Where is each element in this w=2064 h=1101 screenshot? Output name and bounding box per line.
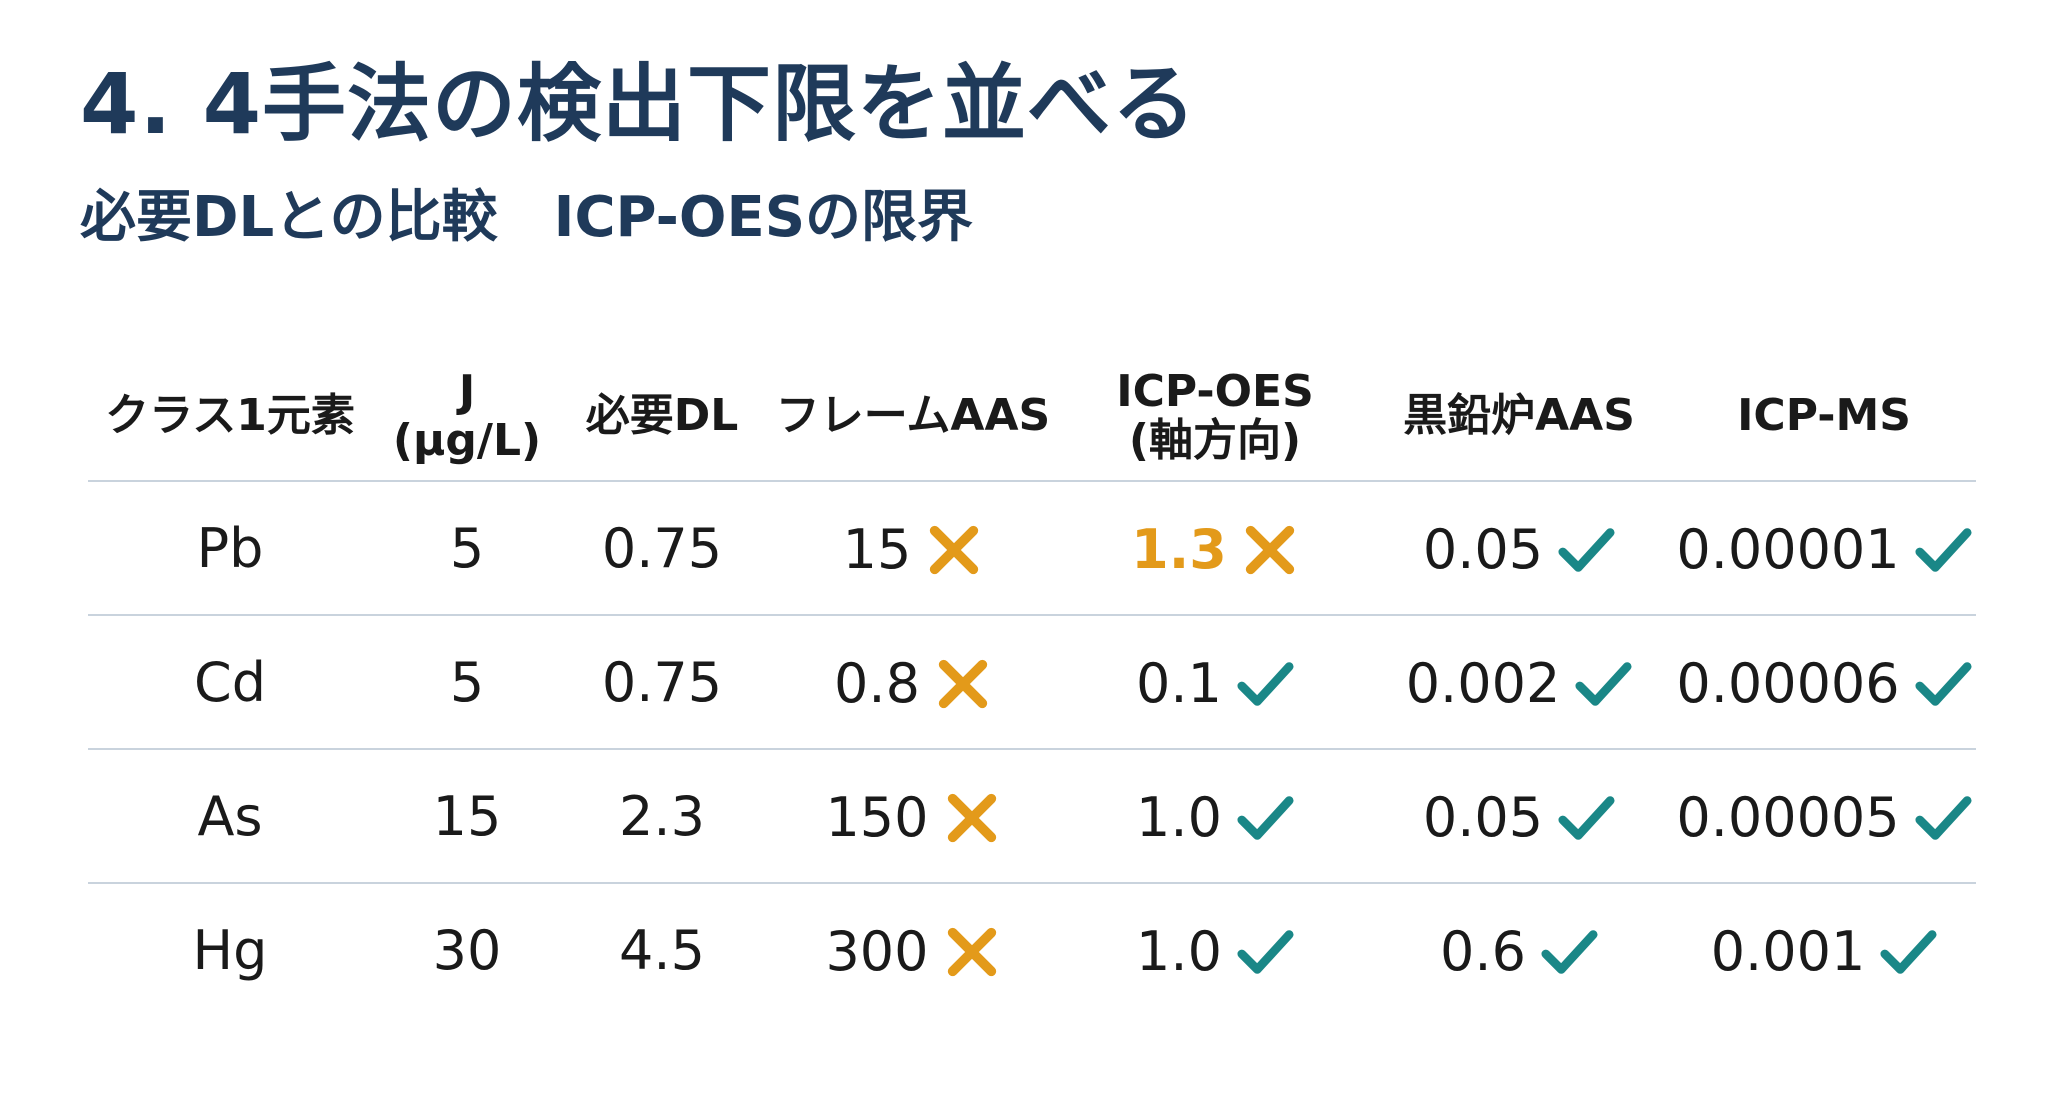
- check-icon: [1574, 655, 1632, 713]
- cell-required-dl: 2.3: [562, 749, 762, 884]
- cell-j: 15: [372, 749, 562, 884]
- header-line: J: [458, 365, 476, 417]
- method-value: 0.00001: [1676, 518, 1900, 582]
- method-value: 0.8: [834, 652, 920, 716]
- cell-method-value: 1.3: [1064, 481, 1366, 616]
- cell-element: Hg: [192, 918, 268, 982]
- cell-method-value: 0.05: [1366, 481, 1672, 616]
- check-icon: [1914, 521, 1972, 579]
- cross-icon: [925, 521, 983, 579]
- method-value: 0.00005: [1676, 786, 1900, 850]
- cell-method-value: 0.8: [762, 615, 1064, 750]
- check-icon: [1879, 923, 1937, 981]
- cell-method-value: 0.00001: [1672, 481, 1976, 616]
- cell-element: Cd: [88, 615, 372, 750]
- cell-method-value: 15: [762, 481, 1064, 616]
- table-body: Pb 5 0.75 15 1.3 0.05 0.00001 Cd 5 0.75 0.8 0.1 0.00…: [88, 481, 1976, 1016]
- method-value: 0.05: [1422, 518, 1544, 582]
- check-icon: [1540, 923, 1598, 981]
- header-line: 必要DL: [585, 390, 739, 442]
- table-row: As 15 2.3 150 1.0 0.05 0.00005: [88, 749, 1976, 884]
- cell-method-value: 0.00005: [1672, 749, 1976, 884]
- cell-required-dl: 0.75: [562, 615, 762, 750]
- method-value: 0.001: [1710, 920, 1866, 984]
- slide-subtitle: 必要DLとの比較 ICP-OESの限界: [80, 185, 974, 250]
- slide-title: 4. 4手法の検出下限を並べる: [80, 55, 1198, 153]
- method-value: 150: [825, 786, 929, 850]
- cell-method-value: 1.0: [1064, 883, 1366, 1016]
- cell-j: 5: [372, 615, 562, 750]
- check-icon: [1236, 655, 1294, 713]
- cross-icon: [943, 789, 1001, 847]
- cell-method-value: 0.1: [1064, 615, 1366, 750]
- cell-method-value: 150: [762, 749, 1064, 884]
- table-row: Hg 30 4.5 300 1.0 0.6 0.001: [88, 883, 1976, 1016]
- cell-method-value: 0.00006: [1672, 615, 1976, 750]
- cross-icon: [943, 923, 1001, 981]
- header-line: (軸方向): [1128, 415, 1302, 466]
- check-icon: [1236, 789, 1294, 847]
- method-value: 0.6: [1440, 920, 1526, 984]
- header-element: クラス1元素: [88, 352, 372, 482]
- cell-element: Pb: [88, 481, 372, 616]
- method-value: 0.002: [1405, 652, 1561, 716]
- cell-method-value: 300: [762, 883, 1064, 1016]
- cross-icon: [1241, 521, 1299, 579]
- header-line: クラス1元素: [105, 390, 355, 442]
- header-j: J (µg/L): [372, 352, 562, 482]
- header-required-dl: 必要DL: [562, 352, 762, 482]
- header-icp-oes: ICP-OES (軸方向): [1064, 352, 1366, 482]
- table-row: Pb 5 0.75 15 1.3 0.05 0.00001: [88, 481, 1976, 616]
- method-value: 1.0: [1136, 786, 1222, 850]
- method-value: 15: [842, 518, 912, 582]
- header-row: クラス1元素 J (µg/L) 必要DL フレームAAS ICP-OES (軸方…: [88, 352, 1976, 482]
- cell-method-value: 0.05: [1366, 749, 1672, 884]
- header-line: ICP-OES: [1116, 365, 1314, 417]
- cell-method-value: 1.0: [1064, 749, 1366, 884]
- cell-method-value: 0.6: [1366, 883, 1672, 1016]
- cell-j: 5: [372, 481, 562, 616]
- method-value: 0.1: [1136, 652, 1222, 716]
- method-value: 1.3: [1131, 518, 1227, 582]
- header-gf-aas: 黒鉛炉AAS: [1366, 352, 1672, 482]
- cell-required-dl: 4.5: [619, 918, 705, 982]
- table-row: Cd 5 0.75 0.8 0.1 0.002 0.00006: [88, 615, 1976, 750]
- header-line: 黒鉛炉AAS: [1403, 390, 1635, 442]
- check-icon: [1914, 789, 1972, 847]
- header-line: (µg/L): [392, 415, 542, 466]
- cell-required-dl: 0.75: [562, 481, 762, 616]
- check-icon: [1236, 923, 1294, 981]
- header-flame-aas: フレームAAS: [762, 352, 1064, 482]
- cell-method-value: 0.001: [1672, 883, 1976, 1016]
- check-icon: [1557, 521, 1615, 579]
- check-icon: [1557, 789, 1615, 847]
- check-icon: [1914, 655, 1972, 713]
- method-value: 300: [825, 920, 929, 984]
- method-value: 0.05: [1422, 786, 1544, 850]
- method-value: 0.00006: [1676, 652, 1900, 716]
- cell-method-value: 0.002: [1366, 615, 1672, 750]
- cell-j: 30: [432, 918, 502, 982]
- detection-limit-table: クラス1元素 J (µg/L) 必要DL フレームAAS ICP-OES (軸方…: [88, 352, 1976, 1016]
- method-value: 1.0: [1136, 920, 1222, 984]
- cross-icon: [934, 655, 992, 713]
- header-line: フレームAAS: [775, 390, 1051, 442]
- header-icp-ms: ICP-MS: [1672, 352, 1976, 482]
- cell-element: As: [88, 749, 372, 884]
- header-line: ICP-MS: [1737, 390, 1911, 442]
